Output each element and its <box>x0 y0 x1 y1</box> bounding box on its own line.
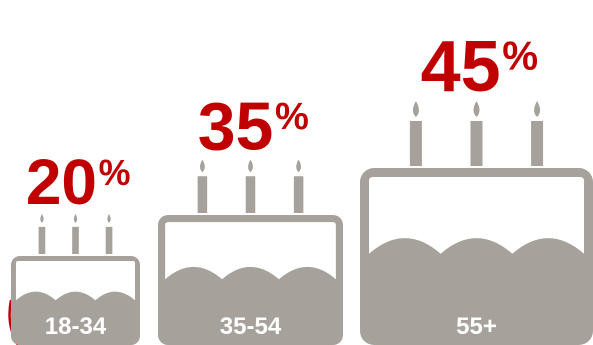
candle <box>470 121 483 166</box>
candle <box>105 226 113 254</box>
candles <box>38 213 113 254</box>
value-label: 20 <box>26 146 97 218</box>
cake-frosting <box>165 222 336 280</box>
candle-flame <box>40 213 44 223</box>
candle-flame <box>248 159 253 173</box>
value-unit: % <box>99 153 131 193</box>
candles <box>409 101 544 166</box>
candle <box>531 121 544 166</box>
candle <box>245 176 256 213</box>
cake-group-55-plus: 45 % 55+ <box>360 27 593 345</box>
candle-flame <box>473 101 480 117</box>
cake-frosting <box>369 177 584 254</box>
candle <box>72 226 79 254</box>
candles <box>197 159 304 213</box>
value-unit: % <box>502 32 538 78</box>
cake-group-18-34: 20 % 18-34 <box>11 146 140 345</box>
candle-flame <box>107 213 111 223</box>
category-label: 55+ <box>456 313 497 340</box>
candle-flame <box>534 101 541 117</box>
candle <box>409 121 422 166</box>
category-label: 18-34 <box>45 313 107 340</box>
value-label: 45 <box>421 27 501 107</box>
candle-flame <box>199 159 205 173</box>
candle-flame <box>412 101 419 117</box>
candle <box>38 226 46 254</box>
candle-flame <box>296 159 302 173</box>
category-label: 35-54 <box>220 313 282 340</box>
cake-group-35-54: 35 % 35-54 <box>158 89 343 345</box>
candle-flame <box>73 213 78 223</box>
value-label: 35 <box>198 89 274 165</box>
value-unit: % <box>275 96 309 138</box>
candle <box>293 176 304 213</box>
candle <box>197 176 208 213</box>
cake-frosting <box>15 260 136 301</box>
